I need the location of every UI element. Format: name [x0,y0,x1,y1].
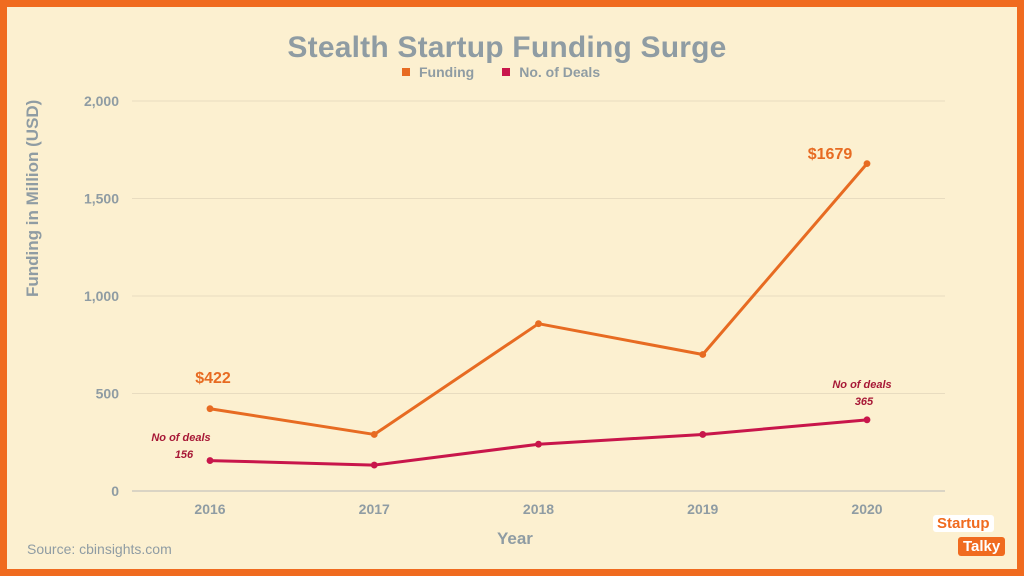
x-axis-label: Year [497,529,533,548]
logo-text-top: Startup [933,515,994,532]
funding-point [699,351,707,358]
legend-item-funding: Funding [402,64,474,80]
legend-swatch-deals [502,68,511,76]
deals-point [535,440,542,448]
y-tick-label: 1,500 [84,191,119,207]
deals-point [206,457,214,464]
deals-2016-label-line1: No of deals [151,432,210,444]
legend-swatch-funding [402,68,410,76]
y-tick-label: 0 [111,483,119,499]
legend-label-deals: No. of Deals [519,64,601,80]
deals-point [863,416,871,424]
x-tick-label: 2019 [687,501,718,517]
funding-2016-label: $422 [195,370,231,387]
deals-2020-label-line2: 365 [855,396,874,408]
chart-title: Stealth Startup Funding Surge [287,31,727,64]
logo-text-bottom: Talky [958,537,1006,556]
deals-point [699,431,707,438]
startuptalky-logo: Startup Talky [933,515,1006,565]
line-chart: 0 500 1,000 1,500 2,000 2016 2017 2018 2019 2020 $… [84,93,945,517]
deals-point [370,461,378,469]
funding-2020-label: $1679 [808,146,853,163]
chart-frame: Stealth Startup Funding Surge Funding No… [7,7,1017,569]
y-tick-label: 1,000 [84,288,119,304]
y-axis-label: Funding in Million (USD) [23,99,42,297]
funding-point [206,405,214,413]
x-tick-label: 2020 [851,501,882,517]
x-tick-label: 2018 [523,501,554,517]
legend-label-funding: Funding [419,64,475,80]
y-tick-label: 500 [96,386,120,402]
funding-point [535,320,542,328]
x-tick-label: 2016 [194,501,225,517]
x-tick-label: 2017 [359,501,390,517]
funding-point [863,160,871,167]
deals-2016-label-line2: 156 [175,449,194,461]
legend-item-deals: No. of Deals [502,64,600,80]
y-tick-label: 2,000 [84,93,119,109]
deals-2020-label-line1: No of deals [832,379,891,391]
legend: Funding No. of Deals [402,64,600,80]
source-note: Source: cbinsights.com [27,541,172,557]
funding-point [370,431,378,438]
